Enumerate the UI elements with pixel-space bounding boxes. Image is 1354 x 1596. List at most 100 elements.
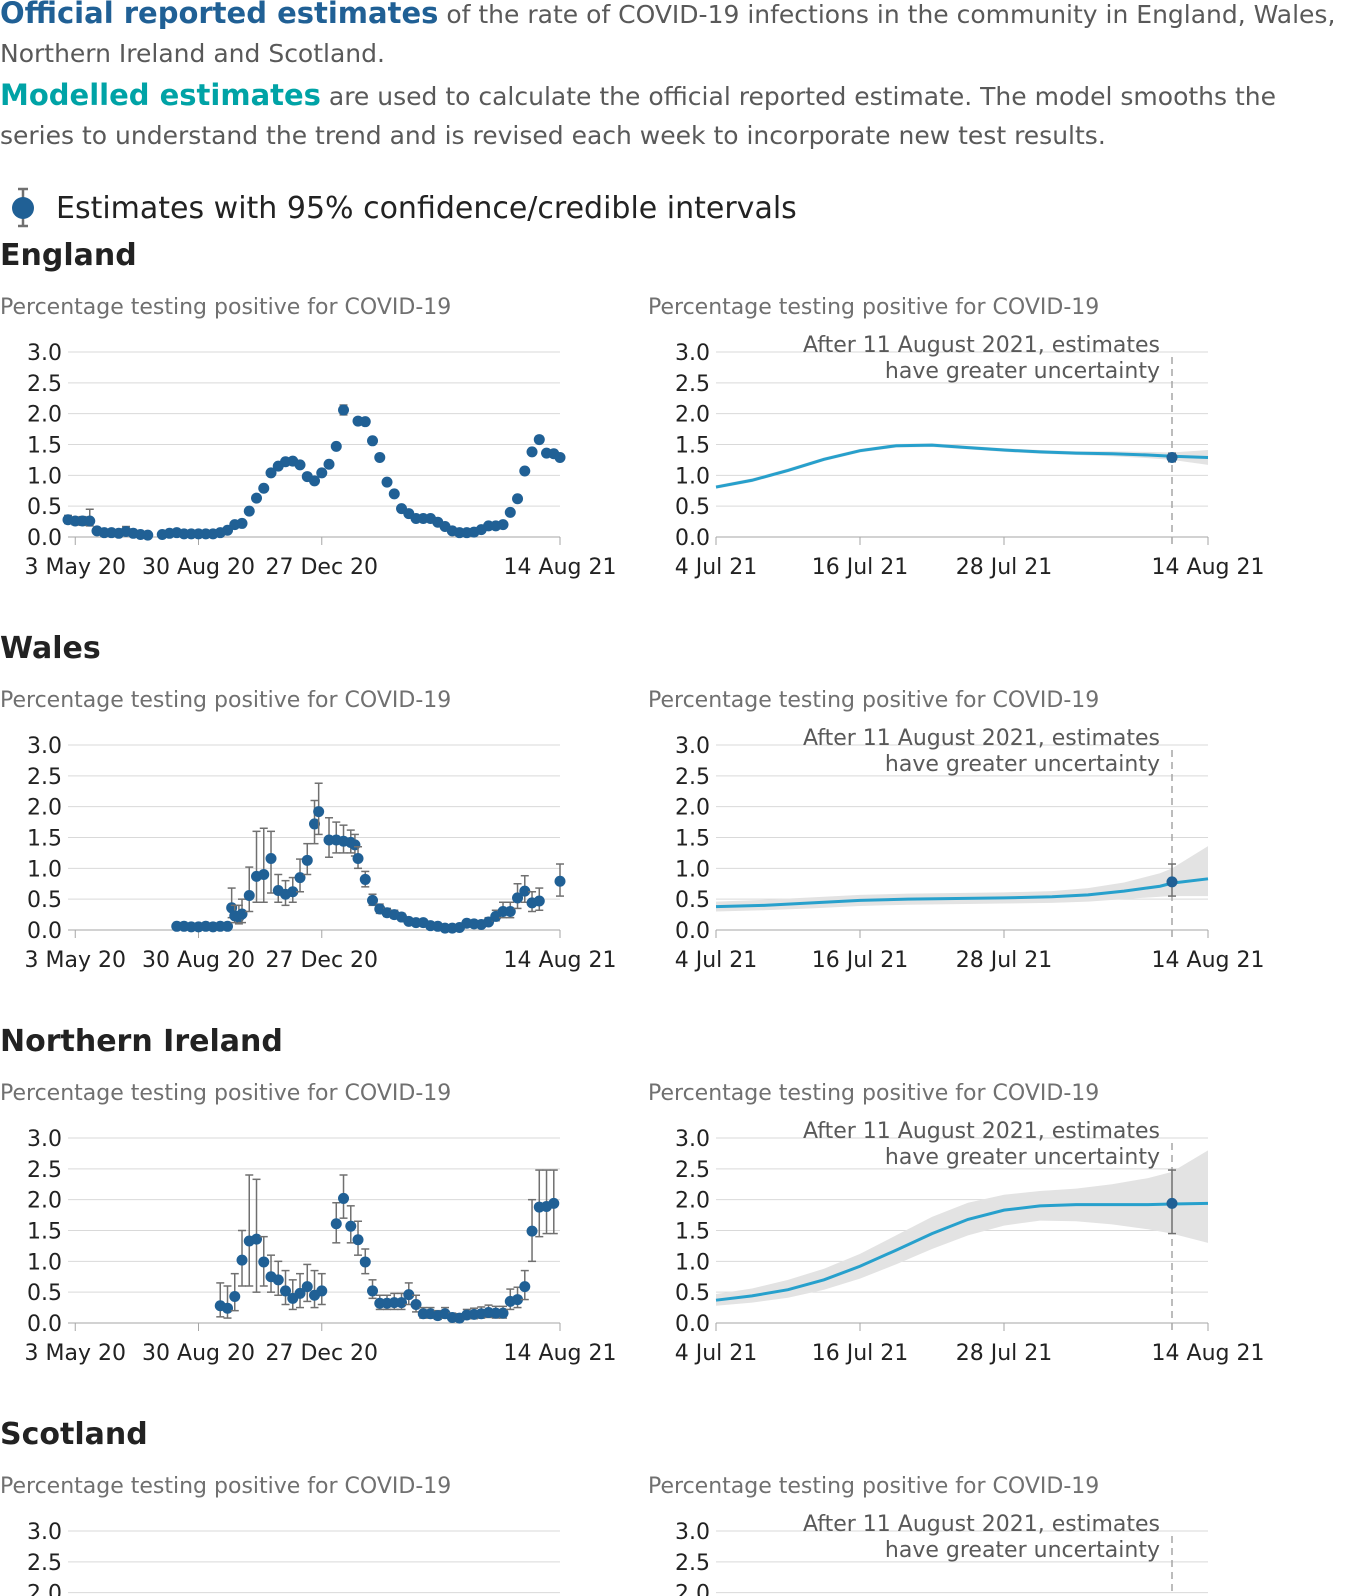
- chart-title: Percentage testing positive for COVID-19: [648, 295, 1100, 320]
- official-estimate-point: [236, 908, 248, 920]
- y-tick-label: 2.5: [675, 765, 710, 790]
- x-tick-label: 28 Jul 21: [956, 555, 1053, 580]
- chart-england-modelled: Percentage testing positive for COVID-19…: [648, 295, 1298, 595]
- official-estimate-point: [512, 493, 524, 505]
- official-estimate-point: [294, 459, 306, 471]
- official-estimate-point: [338, 404, 350, 416]
- official-estimate-point: [403, 1289, 415, 1301]
- official-estimates-text: of the rate of COVID-19 infections in th…: [0, 0, 1336, 68]
- y-tick-label: 0.5: [675, 1281, 710, 1306]
- official-estimate-point: [526, 446, 538, 458]
- y-tick-label: 1.0: [27, 1250, 62, 1275]
- y-tick-label: 1.5: [27, 1220, 62, 1245]
- x-tick-label: 14 Aug 21: [1152, 1341, 1265, 1366]
- y-tick-label: 1.5: [675, 827, 710, 852]
- chart-scotland-modelled: Percentage testing positive for COVID-19…: [648, 1474, 1298, 1596]
- modelled-estimate-line: [715, 443, 1209, 489]
- official-estimate-point: [301, 1281, 313, 1293]
- chart-northern-ireland-official: Percentage testing positive for COVID-19…: [0, 1081, 630, 1381]
- official-estimate-point: [359, 416, 371, 428]
- y-tick-label: 3.0: [675, 1520, 710, 1545]
- chart-plot: 0.0 0.5 1.0 1.5 2.0 2.5 3.0 4 Jul 21 16 Jul 21 28…: [675, 333, 1265, 580]
- y-tick-label: 1.0: [675, 464, 710, 489]
- official-estimate-point: [359, 873, 371, 885]
- y-tick-label: 0.0: [675, 1312, 710, 1337]
- y-tick-label: 1.0: [27, 857, 62, 882]
- y-tick-label: 3.0: [675, 734, 710, 759]
- x-tick-label: 30 Aug 20: [142, 1341, 255, 1366]
- dot-with-error-bar-icon: [12, 187, 34, 228]
- official-estimate-point: [258, 1256, 270, 1268]
- y-tick-label: 1.5: [675, 434, 710, 459]
- chart-title: Percentage testing positive for COVID-19: [0, 295, 452, 320]
- y-tick-label: 1.0: [27, 464, 62, 489]
- chart-title: Percentage testing positive for COVID-19: [648, 688, 1100, 713]
- chart-plot: 0.0 0.5 1.0 1.5 2.0 2.5 3.0 3 May 20 30 Aug 20 27…: [25, 341, 617, 580]
- chart-plot: 2.0 2.5 3.0: [27, 1520, 560, 1596]
- official-estimate-point: [367, 894, 379, 906]
- y-tick-label: 3.0: [27, 1520, 62, 1545]
- y-tick-label: 2.0: [27, 1189, 62, 1214]
- official-estimate-point: [381, 476, 393, 488]
- official-estimate-point: [1166, 451, 1178, 463]
- y-tick-label: 2.0: [675, 796, 710, 821]
- y-tick-label: 1.5: [27, 434, 62, 459]
- official-estimate-point: [294, 872, 306, 884]
- x-tick-label: 3 May 20: [25, 1341, 126, 1366]
- x-tick-label: 30 Aug 20: [142, 948, 255, 973]
- official-estimate-point: [504, 506, 516, 518]
- x-tick-label: 4 Jul 21: [675, 555, 758, 580]
- y-tick-label: 2.0: [675, 1189, 710, 1214]
- y-tick-label: 1.5: [675, 1220, 710, 1245]
- y-tick-label: 2.0: [27, 796, 62, 821]
- y-tick-label: 2.0: [675, 1582, 710, 1596]
- official-estimate-point: [554, 451, 566, 463]
- x-tick-label: 14 Aug 21: [1152, 948, 1265, 973]
- region-title-england: England: [0, 238, 137, 273]
- y-tick-label: 0.0: [675, 919, 710, 944]
- official-estimate-point: [265, 852, 277, 864]
- y-tick-label: 2.5: [27, 1551, 62, 1576]
- x-tick-label: 14 Aug 21: [504, 555, 617, 580]
- y-tick-label: 3.0: [27, 734, 62, 759]
- x-tick-label: 16 Jul 21: [812, 948, 909, 973]
- chart-title: Percentage testing positive for COVID-19: [0, 1474, 452, 1499]
- region-title-wales: Wales: [0, 631, 101, 666]
- y-tick-label: 3.0: [675, 341, 710, 366]
- official-estimate-point: [548, 1197, 560, 1209]
- official-estimate-point: [272, 1274, 284, 1286]
- y-tick-label: 0.0: [27, 526, 62, 551]
- official-estimate-point: [1166, 1197, 1178, 1209]
- annotation-text-line-1: After 11 August 2021, estimates: [803, 1119, 1160, 1144]
- official-estimate-point: [338, 1192, 350, 1204]
- region-title-scotland: Scotland: [0, 1417, 148, 1452]
- chart-northern-ireland-modelled: Percentage testing positive for COVID-19…: [648, 1081, 1298, 1381]
- chart-england-official: Percentage testing positive for COVID-19…: [0, 295, 630, 595]
- y-tick-label: 2.0: [27, 403, 62, 428]
- y-tick-label: 1.5: [27, 827, 62, 852]
- annotation-text-line-1: After 11 August 2021, estimates: [803, 333, 1160, 358]
- y-tick-label: 0.5: [27, 888, 62, 913]
- y-tick-label: 0.0: [675, 526, 710, 551]
- official-estimate-point: [497, 1307, 509, 1319]
- x-tick-label: 14 Aug 21: [504, 948, 617, 973]
- legend: Estimates with 95% confidence/credible i…: [8, 183, 797, 233]
- official-estimate-point: [330, 440, 342, 452]
- official-estimate-point: [554, 875, 566, 887]
- chart-title: Percentage testing positive for COVID-19: [648, 1081, 1100, 1106]
- credible-interval-band: [716, 846, 1208, 912]
- x-tick-label: 30 Aug 20: [142, 555, 255, 580]
- official-estimate-point: [526, 1225, 538, 1237]
- official-estimate-point: [388, 488, 400, 500]
- credible-interval-band: [716, 1150, 1208, 1306]
- y-tick-label: 2.5: [675, 1158, 710, 1183]
- chart-title: Percentage testing positive for COVID-19: [0, 1081, 452, 1106]
- x-tick-label: 4 Jul 21: [675, 948, 758, 973]
- official-estimate-point: [265, 467, 277, 479]
- x-tick-label: 28 Jul 21: [956, 1341, 1053, 1366]
- official-estimate-point: [251, 1233, 263, 1245]
- chart-plot: 2.0 2.5 3.0 After 11 August 2021, estimates…: [675, 1512, 1208, 1596]
- chart-title: Percentage testing positive for COVID-19: [0, 688, 452, 713]
- official-estimate-point: [396, 1297, 408, 1309]
- modelled-estimate-line: [715, 877, 1209, 909]
